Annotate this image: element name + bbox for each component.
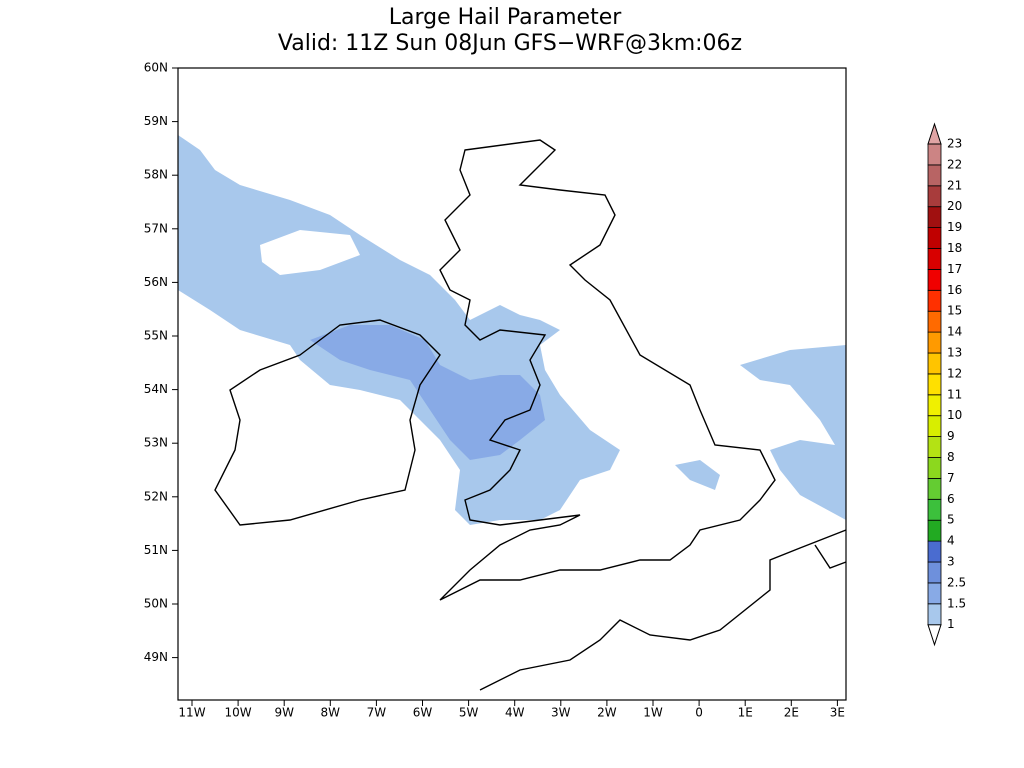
field-light — [740, 345, 846, 520]
lat-label: 57N — [144, 221, 168, 235]
colorbar-label: 9 — [947, 429, 955, 443]
colorbar-swatch — [927, 164, 942, 187]
map-frame — [177, 67, 847, 701]
colorbar-swatch — [927, 248, 942, 270]
colorbar-label: 21 — [947, 178, 962, 192]
colorbar-label: 6 — [947, 492, 955, 506]
lon-label: 0 — [695, 706, 703, 720]
lat-label: 49N — [144, 650, 168, 664]
lon-label: 9W — [274, 706, 294, 720]
lon-label: 1E — [738, 706, 753, 720]
colorbar-label: 1.5 — [947, 596, 966, 610]
colorbar-label: 7 — [947, 471, 955, 485]
lat-label: 55N — [144, 329, 168, 343]
colorbar-label: 16 — [947, 283, 962, 297]
colorbar-label: 20 — [947, 199, 962, 213]
colorbar-swatch — [927, 561, 942, 584]
colorbar-swatch — [927, 519, 942, 542]
colorbar-arrow — [927, 624, 942, 647]
lon-label: 1W — [643, 706, 663, 720]
lat-label: 58N — [144, 168, 168, 182]
colorbar-label: 10 — [947, 408, 962, 422]
colorbar-swatch — [927, 540, 942, 563]
field-gap — [260, 230, 360, 275]
colorbar-swatch — [927, 582, 942, 605]
colorbar-label: 1 — [947, 617, 955, 631]
colorbar-label: 15 — [947, 304, 962, 318]
colorbar-swatch — [927, 373, 942, 396]
lon-label: 3E — [830, 706, 845, 720]
colorbar-swatch — [927, 394, 942, 417]
colorbar-swatch — [927, 352, 942, 375]
colorbar-swatch — [927, 227, 942, 249]
field-mid — [310, 325, 545, 460]
colorbar-label: 13 — [947, 346, 962, 360]
colorbar-swatch — [927, 457, 942, 479]
colorbar-swatch — [927, 436, 942, 458]
colorbar-swatch — [927, 477, 942, 500]
colorbar-swatch — [927, 498, 942, 521]
border — [814, 544, 847, 569]
lon-label: 5W — [459, 706, 479, 720]
lat-label: 54N — [144, 382, 168, 396]
lat-label: 51N — [144, 543, 168, 557]
colorbar-label: 23 — [947, 137, 962, 151]
colorbar-label: 4 — [947, 534, 955, 548]
lat-label: 50N — [144, 597, 168, 611]
colorbar-label: 2.5 — [947, 575, 966, 589]
colorbar-label: 14 — [947, 325, 962, 339]
lat-label: 59N — [144, 114, 168, 128]
lat-label: 56N — [144, 275, 168, 289]
coastline-ireland — [214, 319, 441, 526]
lon-label: 8W — [321, 706, 341, 720]
colorbar-swatch — [927, 310, 942, 333]
colorbar-swatch — [927, 415, 942, 438]
subtitle: Valid: 11Z Sun 08Jun GFS−WRF@3km:06z — [278, 31, 742, 56]
colorbar-label: 5 — [947, 513, 955, 527]
coastline-gb — [439, 139, 776, 601]
colorbar-swatch — [927, 331, 942, 354]
title: Large Hail Parameter — [389, 5, 623, 30]
axes: 60N 59N 58N 57N 56N 55N 54N 53N 52N 51N 50N 49N 11W 1… — [144, 61, 845, 720]
colorbar-swatch — [927, 206, 942, 228]
lon-label: 11W — [178, 706, 205, 720]
lat-label: 52N — [144, 489, 168, 503]
colorbar: 1 1.5 2.5 3 4 5 6 7 8 9 10 11 12 13 14 15 16 17 18 19 20 21 22… — [927, 122, 966, 647]
lon-label: 4W — [505, 706, 525, 720]
colorbar-label: 18 — [947, 241, 962, 255]
lon-label: 3W — [551, 706, 571, 720]
lon-label: 7W — [367, 706, 387, 720]
colorbar-label: 22 — [947, 157, 962, 171]
lon-label: 2E — [784, 706, 799, 720]
field-light — [675, 460, 720, 490]
lon-label: 10W — [225, 706, 252, 720]
lat-label: 53N — [144, 436, 168, 450]
lon-label: 6W — [413, 706, 433, 720]
colorbar-swatch — [927, 185, 942, 208]
lat-label: 60N — [144, 61, 168, 75]
colorbar-label: 3 — [947, 555, 955, 569]
colorbar-arrow — [927, 122, 942, 145]
colorbar-label: 12 — [947, 366, 962, 380]
map — [177, 67, 847, 701]
colorbar-label: 11 — [947, 387, 962, 401]
colorbar-label: 19 — [947, 220, 962, 234]
lon-label: 2W — [597, 706, 617, 720]
colorbar-swatch — [927, 603, 942, 626]
colorbar-swatch — [927, 268, 942, 291]
colorbar-label: 8 — [947, 450, 955, 464]
colorbar-label: 17 — [947, 262, 962, 276]
colorbar-swatch — [927, 289, 942, 312]
colorbar-swatch — [927, 143, 942, 166]
coastline-france — [479, 529, 847, 691]
